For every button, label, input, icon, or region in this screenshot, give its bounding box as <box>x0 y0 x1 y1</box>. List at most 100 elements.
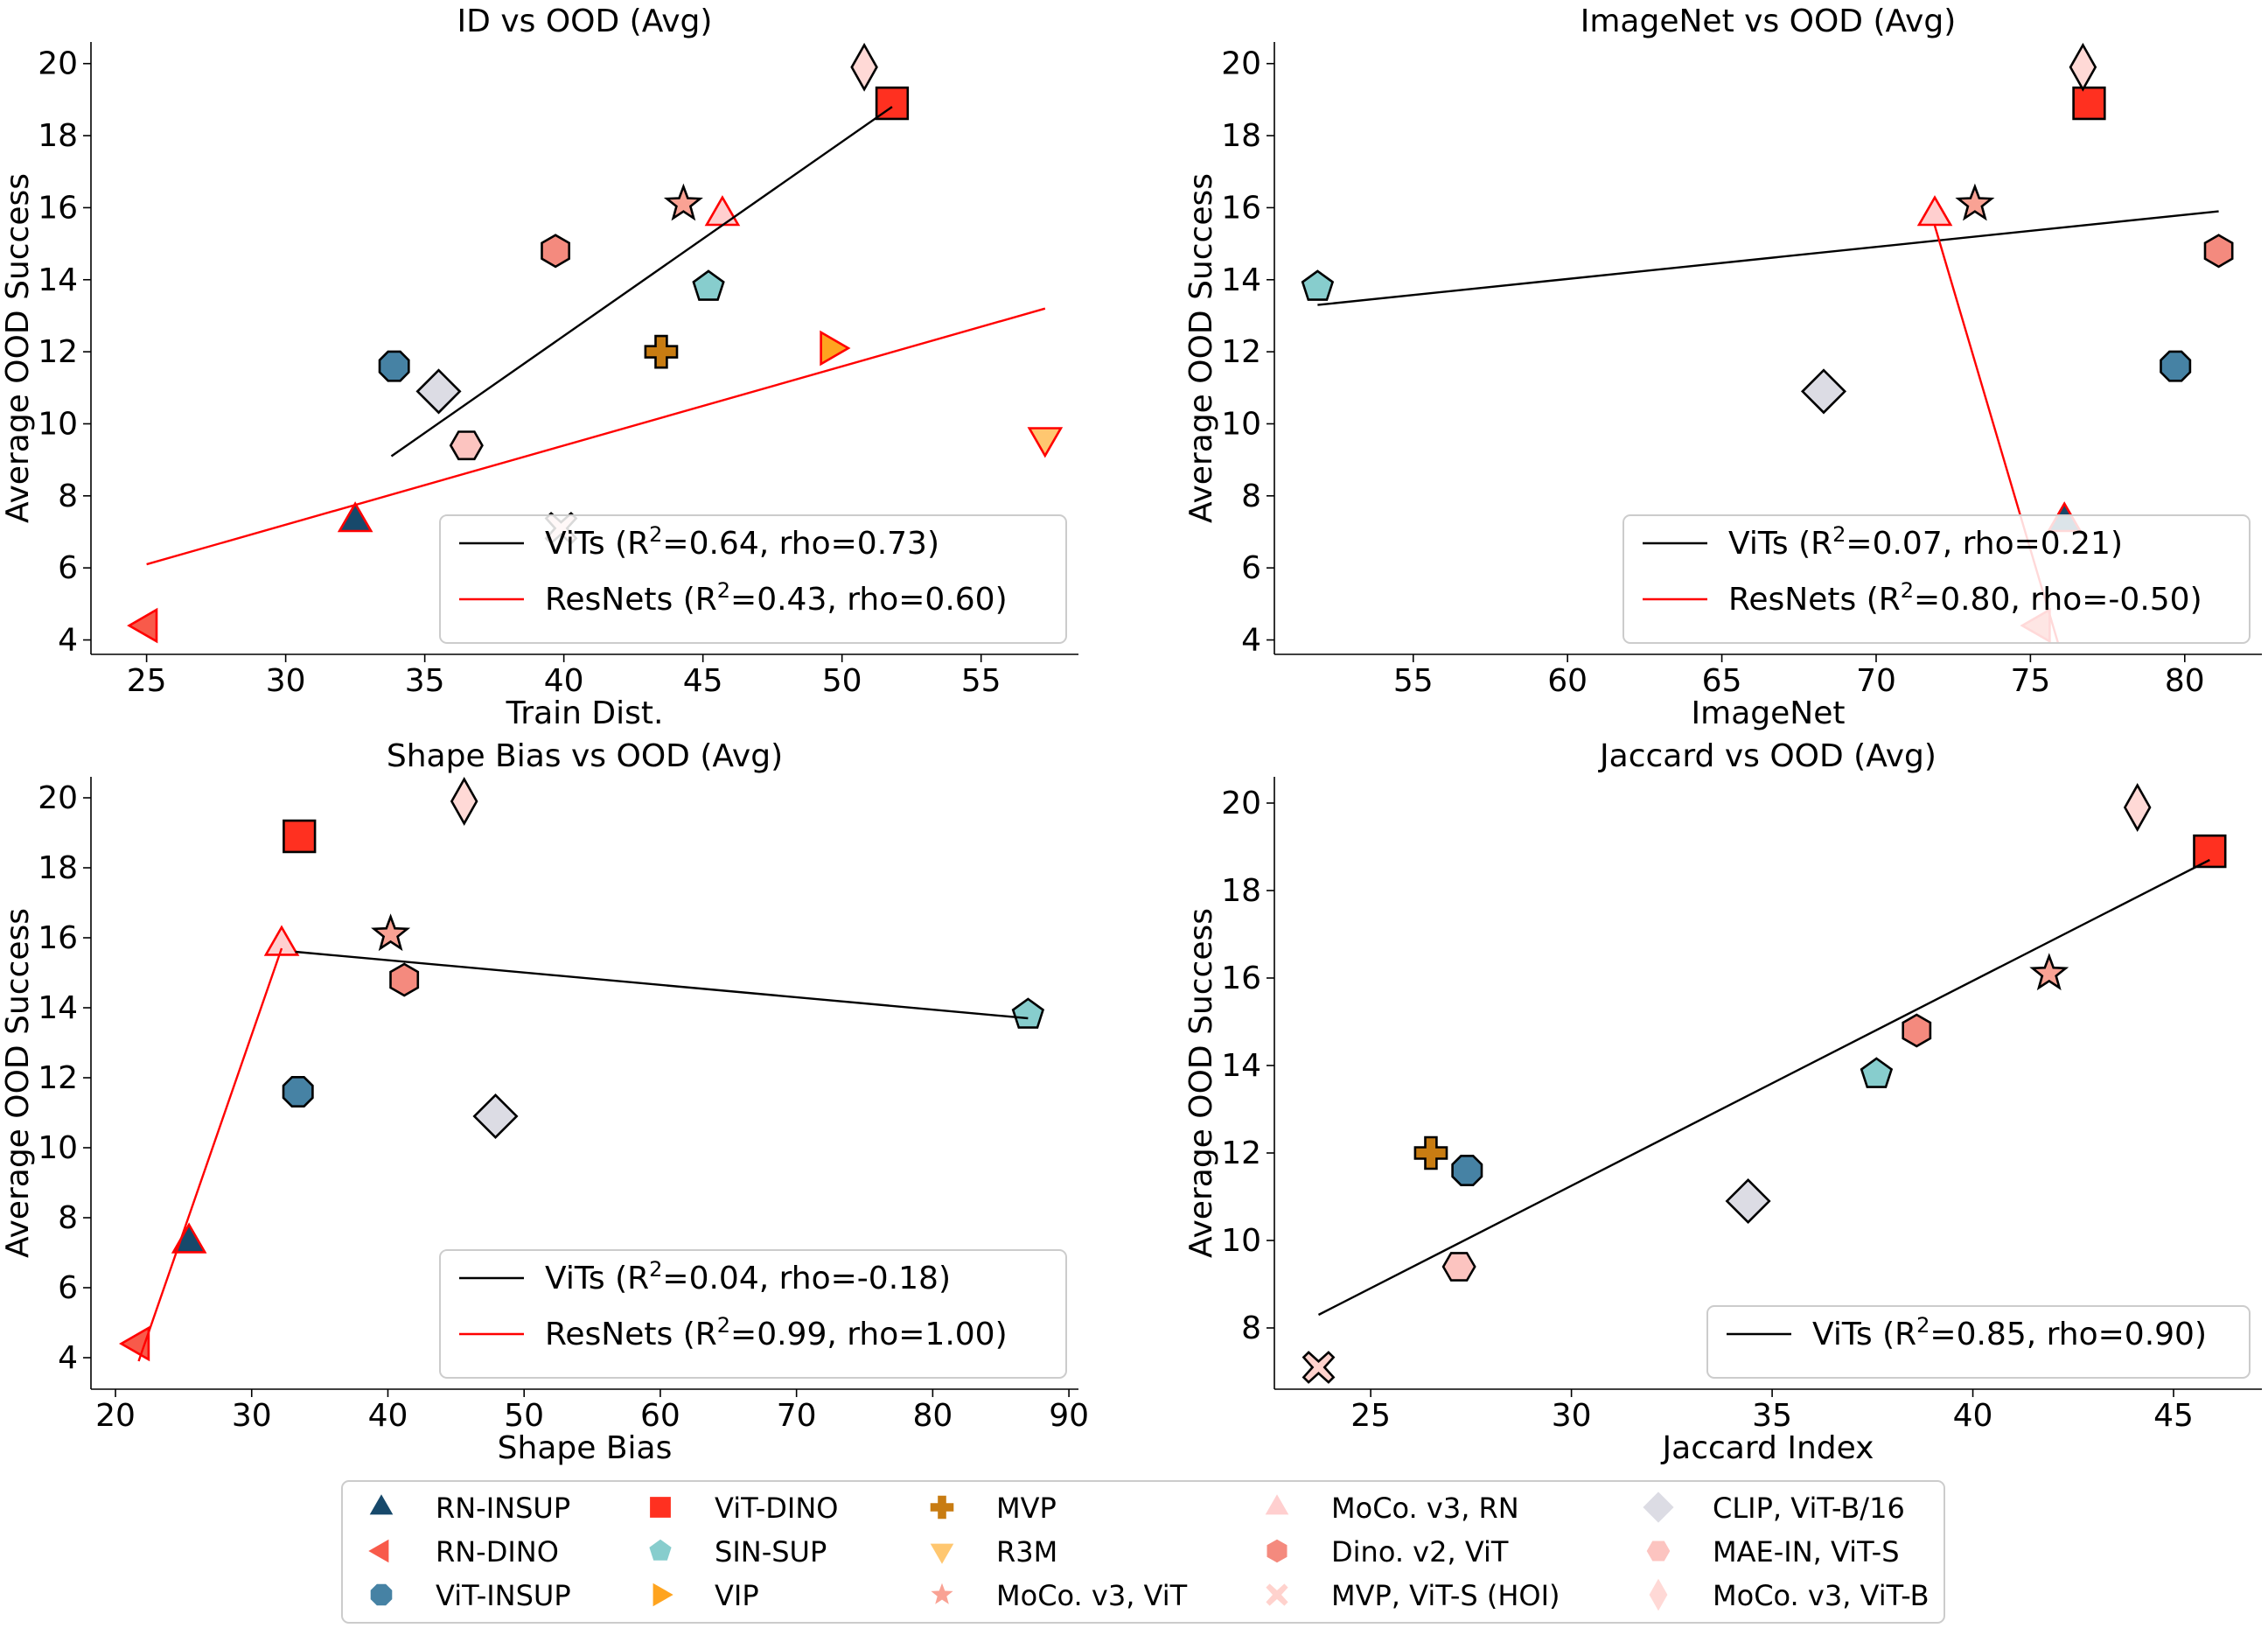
legend-marker-rn-insup <box>369 1494 394 1515</box>
x-tick-label: 80 <box>2165 663 2205 699</box>
x-tick-label: 40 <box>368 1398 408 1434</box>
fit-label-superscript: 2 <box>1901 578 1914 603</box>
legend-marker-moco-v3-vit-b <box>1649 1578 1668 1611</box>
y-tick-label: 6 <box>1241 550 1261 586</box>
y-tick-label: 12 <box>38 334 78 370</box>
y-tick-label: 10 <box>1221 1223 1261 1259</box>
fit-legend: ViTs (R2=0.64, rho=0.73) ResNets (R2=0.43… <box>439 514 1067 644</box>
fit-line-resnet <box>146 307 1046 566</box>
x-tick-label: 25 <box>127 663 167 699</box>
x-tick-label: 30 <box>266 663 306 699</box>
y-tick-label: 20 <box>1221 46 1261 82</box>
fit-label-suffix: =0.85, rho=0.90) <box>1930 1317 2207 1352</box>
fit-label-suffix: =0.07, rho=0.21) <box>1846 526 2123 562</box>
y-tick-label: 16 <box>1221 961 1261 996</box>
marker-mae-in-vit-s <box>1441 1252 1476 1282</box>
marker-sin-sup <box>1860 1057 1894 1088</box>
marker-dino-v2-vit <box>1902 1013 1932 1048</box>
fit-legend-box <box>439 1249 1067 1379</box>
fit-line-vit <box>390 106 893 458</box>
legend-label-sin-sup: SIN-SUP <box>715 1535 827 1569</box>
marker-moco-v3-vit-b <box>2123 783 2152 832</box>
fit-legend-label-vit: ViTs (R2=0.64, rho=0.73) <box>545 522 939 562</box>
marker-moco-v3-rn <box>704 195 741 227</box>
y-tick-label: 14 <box>1221 1048 1261 1084</box>
legend-label-rn-dino: RN-DINO <box>436 1535 559 1569</box>
fit-label-prefix: ViTs (R <box>1728 526 1832 562</box>
marker-moco-v3-vit <box>1955 183 1995 221</box>
fit-label-superscript: 2 <box>717 578 730 603</box>
marker-moco-v3-rn <box>263 925 300 956</box>
chart-title: Jaccard vs OOD (Avg) <box>1598 738 1937 774</box>
y-tick-label: 8 <box>1241 479 1261 514</box>
x-axis-label: Jaccard Index <box>1661 1430 1874 1466</box>
x-tick-label: 30 <box>1552 1398 1592 1434</box>
y-tick-label: 4 <box>1241 623 1261 659</box>
legend-marker-sin-sup <box>649 1539 672 1561</box>
marker-moco-v3-rn <box>1916 195 1953 227</box>
chart-panel-2: ImageNet vs OOD (Avg) 55 60 65 70 75 80 4 6 8 10 12… <box>1183 3 2262 731</box>
fit-legend-label-vit: ViTs (R2=0.07, rho=0.21) <box>1728 522 2123 562</box>
y-tick-label: 8 <box>58 1200 78 1236</box>
fit-legend: ViTs (R2=0.85, rho=0.90) <box>1706 1305 2251 1379</box>
y-tick-label: 4 <box>58 1340 78 1376</box>
legend-label-vit-insup: ViT-INSUP <box>436 1579 571 1612</box>
marker-mvp-vit-s-hoi <box>1301 1351 1336 1384</box>
fit-legend-label-resnet: ResNets (R2=0.80, rho=-0.50) <box>1728 578 2202 618</box>
fit-label-suffix: =0.04, rho=-0.18) <box>662 1261 951 1296</box>
marker-sin-sup <box>1301 269 1335 301</box>
x-axis-label: Train Dist. <box>506 695 664 731</box>
y-tick-label: 16 <box>38 920 78 956</box>
fit-line-vit <box>1317 858 2210 1317</box>
y-tick-label: 14 <box>38 990 78 1026</box>
x-tick-label: 55 <box>1393 663 1434 699</box>
fit-line-vit <box>295 950 1029 1020</box>
fit-legend-label-resnet: ResNets (R2=0.43, rho=0.60) <box>545 578 1008 618</box>
marker-vit-insup <box>1451 1155 1483 1186</box>
fit-label-suffix: =0.99, rho=1.00) <box>730 1317 1008 1352</box>
fit-label-suffix: =0.80, rho=-0.50) <box>1914 582 2202 618</box>
x-tick-label: 40 <box>1953 1398 1993 1434</box>
marker-mae-in-vit-s <box>449 430 484 461</box>
x-tick-label: 55 <box>961 663 1001 699</box>
marker-vit-dino <box>2193 834 2227 869</box>
x-tick-label: 50 <box>822 663 862 699</box>
y-tick-label: 6 <box>58 550 78 586</box>
marker-vit-insup <box>2160 350 2192 382</box>
marker-rn-insup <box>337 501 373 533</box>
fit-label-prefix: ViTs (R <box>1812 1317 1916 1352</box>
marker-dino-v2-vit <box>2203 234 2234 269</box>
x-tick-label: 60 <box>640 1398 680 1434</box>
y-axis-label: Average OOD Success <box>0 173 36 523</box>
y-tick-label: 18 <box>1221 873 1261 909</box>
marker-mvp <box>1413 1135 1448 1170</box>
chart-panel-1: ID vs OOD (Avg) 25 30 35 40 45 50 55 4 6 8 10 12 14 16… <box>0 3 1078 731</box>
x-tick-label: 25 <box>1350 1398 1391 1434</box>
y-tick-label: 10 <box>38 1130 78 1166</box>
x-tick-label: 40 <box>544 663 584 699</box>
y-tick-label: 12 <box>38 1060 78 1096</box>
legend-label-vit-dino: ViT-DINO <box>715 1492 838 1525</box>
x-tick-label: 70 <box>1856 663 1896 699</box>
legend-label-mae-in-vit-s: MAE-IN, ViT-S <box>1713 1535 1900 1569</box>
marker-moco-v3-vit <box>371 913 411 952</box>
y-tick-label: 12 <box>1221 1135 1261 1171</box>
fit-legend-box <box>1622 514 2251 644</box>
marker-dino-v2-vit <box>541 234 571 269</box>
marker-moco-v3-vit-b <box>450 777 478 826</box>
legend-marker-moco-v3-rn <box>1265 1494 1289 1515</box>
model-legend-box <box>341 1480 1945 1624</box>
fit-legend-label-vit: ViTs (R2=0.04, rho=-0.18) <box>545 1257 951 1296</box>
x-tick-label: 30 <box>232 1398 272 1434</box>
legend-label-vip: VIP <box>715 1579 759 1612</box>
fit-legend-label-resnet: ResNets (R2=0.99, rho=1.00) <box>545 1313 1008 1352</box>
marker-mvp <box>644 334 679 369</box>
fit-label-prefix: ResNets (R <box>545 1317 717 1352</box>
plot-area <box>1301 783 2227 1384</box>
x-tick-label: 60 <box>1547 663 1588 699</box>
x-tick-label: 80 <box>912 1398 953 1434</box>
marker-vit-insup <box>378 350 410 382</box>
y-tick-label: 20 <box>38 46 78 82</box>
fit-label-prefix: ViTs (R <box>545 1261 649 1296</box>
y-tick-label: 18 <box>1221 118 1261 154</box>
